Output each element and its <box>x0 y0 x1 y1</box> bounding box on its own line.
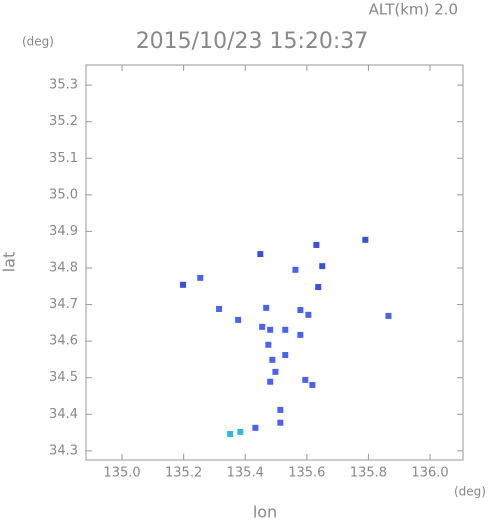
echo-cell <box>305 311 312 318</box>
y-tick-label: 34.5 <box>49 370 78 385</box>
y-tick-label: 35.2 <box>49 114 78 129</box>
y-tick-label: 34.3 <box>49 443 78 458</box>
echo-cell <box>282 326 289 333</box>
x-axis-label: lon <box>253 503 277 521</box>
echo-cell <box>297 331 304 338</box>
echo-cell <box>259 323 266 330</box>
echo-cell <box>282 352 289 359</box>
y-tick-label: 34.6 <box>49 334 78 349</box>
echo-cell <box>269 356 276 363</box>
x-tick-label: 135.0 <box>103 466 140 481</box>
echo-cell <box>263 304 270 311</box>
chart-title: 2015/10/23 15:20:37 <box>136 29 369 54</box>
echo-cell <box>197 274 204 281</box>
echo-cell <box>267 326 274 333</box>
echo-cell <box>252 424 259 431</box>
echo-cell <box>277 406 284 413</box>
echo-cell <box>272 368 279 375</box>
altitude-label: ALT(km) 2.0 <box>369 1 458 19</box>
echo-cell <box>309 382 316 389</box>
y-unit: (deg) <box>22 35 54 49</box>
x-tick-label: 135.2 <box>165 466 202 481</box>
x-tick-label: 136.0 <box>411 466 448 481</box>
x-tick-label: 135.4 <box>227 466 264 481</box>
echo-cell <box>180 281 187 288</box>
echo-cell <box>237 428 244 435</box>
echo-cell <box>302 376 309 383</box>
y-tick-label: 35.3 <box>49 78 78 93</box>
plot-frame <box>85 64 464 461</box>
echo-cell <box>319 263 326 270</box>
y-tick-label: 34.7 <box>49 297 78 312</box>
echo-cell <box>267 378 274 385</box>
echo-cell <box>227 431 234 438</box>
x-tick-label: 135.6 <box>288 466 325 481</box>
echo-cell <box>257 251 264 258</box>
echo-cell <box>216 305 223 312</box>
echo-cell <box>235 316 242 323</box>
echo-cell <box>297 307 304 314</box>
y-tick-label: 34.9 <box>49 224 78 239</box>
y-tick-label: 35.0 <box>49 187 78 202</box>
echo-cell <box>265 341 272 348</box>
echo-cell <box>362 236 369 243</box>
echo-cell <box>292 266 299 273</box>
x-unit: (deg) <box>454 485 486 499</box>
echo-cell <box>313 241 320 248</box>
y-axis-label: lat <box>0 252 19 273</box>
y-tick-label: 34.8 <box>49 260 78 275</box>
echo-cell <box>277 419 284 426</box>
x-tick-label: 135.8 <box>350 466 387 481</box>
y-tick-label: 35.1 <box>49 151 78 166</box>
echo-cell <box>385 312 392 319</box>
y-tick-label: 34.4 <box>49 407 78 422</box>
echo-cell <box>315 284 322 291</box>
